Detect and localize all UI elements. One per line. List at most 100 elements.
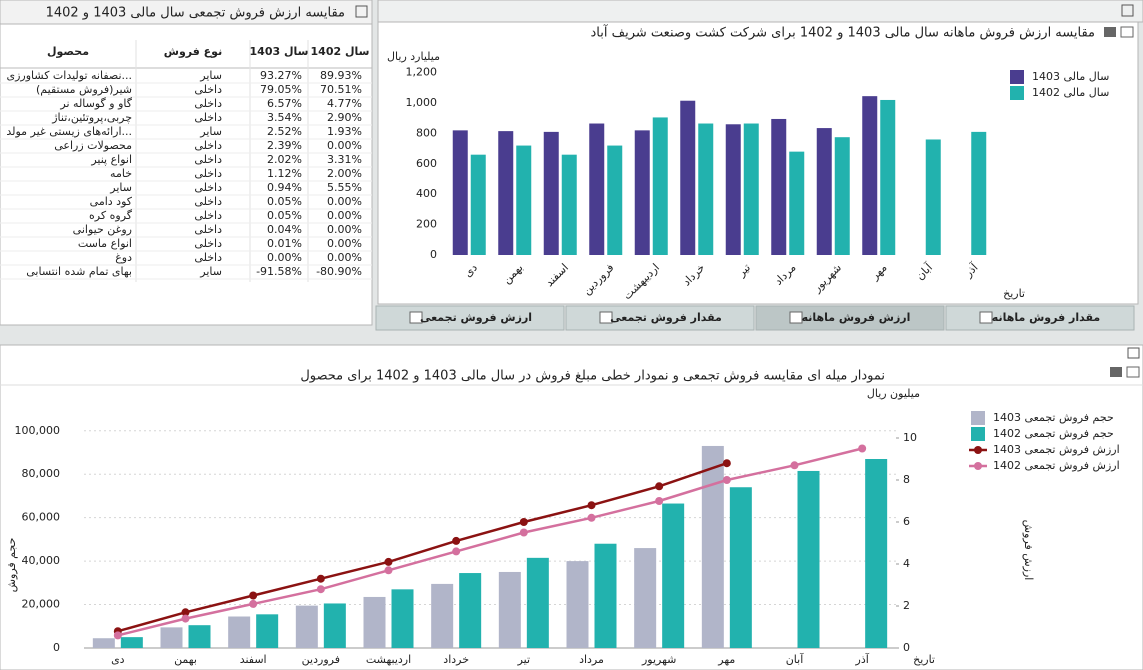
export-icon[interactable] <box>1120 26 1134 38</box>
tab[interactable] <box>945 305 1135 331</box>
y2-tick-label: 10 <box>903 431 917 444</box>
cell: 2.52% <box>267 125 302 138</box>
cell: 0.00% <box>327 209 362 222</box>
legend-label: سال مالی 1403 <box>1032 70 1109 83</box>
cell: 1.93% <box>327 125 362 138</box>
point <box>249 599 258 608</box>
x-tick-label: بهمن <box>174 653 197 666</box>
y2-tick-label: 8 <box>903 473 910 486</box>
bar <box>526 557 549 648</box>
column-header: محصول <box>47 45 89 58</box>
legend-label: سال مالی 1402 <box>1032 86 1109 99</box>
point <box>587 513 596 522</box>
cell: 0.94% <box>267 181 302 194</box>
tab[interactable] <box>565 305 755 331</box>
cell: 0.00% <box>327 195 362 208</box>
y-tick-label: 800 <box>416 126 437 139</box>
bar <box>729 487 752 648</box>
line <box>117 462 728 633</box>
x-tick-label: خرداد <box>443 653 469 666</box>
chart-title: نمودار میله ای مقایسه فروش تجمعی و نمودا… <box>300 369 885 384</box>
bar <box>816 128 832 255</box>
x-tick-label: شهریور <box>641 653 676 666</box>
point <box>113 631 122 640</box>
bar <box>566 561 589 648</box>
cell: خامه <box>110 167 132 180</box>
legend-swatch <box>971 427 985 441</box>
x-tick-label: اردیبهشت <box>366 653 411 666</box>
y2-tick-label: 2 <box>903 599 910 612</box>
bar <box>589 123 605 256</box>
tab[interactable] <box>755 305 945 331</box>
cell: 0.00% <box>327 223 362 236</box>
bar <box>680 100 696 255</box>
bar <box>725 124 741 255</box>
cell: 0.05% <box>267 209 302 222</box>
maximize-icon[interactable] <box>1121 4 1134 17</box>
cell: بهای تمام شده انتسابی <box>26 265 132 278</box>
bar <box>662 503 685 648</box>
point <box>316 585 325 594</box>
bar <box>925 139 941 255</box>
x-axis-label: تاریخ <box>913 653 935 666</box>
cell: 0.05% <box>267 195 302 208</box>
legend-swatch <box>1010 86 1024 100</box>
point <box>519 528 528 537</box>
x-tick-label: تیر <box>517 653 530 666</box>
cell: 89.93% <box>320 69 362 82</box>
bar <box>295 605 318 648</box>
cell: 3.31% <box>327 153 362 166</box>
point <box>181 608 190 617</box>
cell: 70.51% <box>320 83 362 96</box>
bar <box>543 131 559 255</box>
print-icon[interactable] <box>1110 367 1122 377</box>
cell: چربی،پروتئین،تناژ <box>51 111 132 124</box>
chart-title: مقایسه ارزش فروش ماهانه سال مالی 1403 و … <box>591 24 1095 41</box>
tab-label: ارزش فروش تجمعی <box>420 311 532 324</box>
bar <box>701 445 724 648</box>
maximize-icon[interactable] <box>1127 347 1140 359</box>
column-header: سال 1403 <box>250 45 309 58</box>
x-axis-label: تاریخ <box>1003 287 1025 300</box>
cell: 2.39% <box>267 139 302 152</box>
cell: 79.05% <box>260 83 302 96</box>
column-header: سال 1402 <box>311 45 370 58</box>
top-bar <box>377 0 1143 23</box>
bar <box>498 131 514 255</box>
bar <box>634 548 657 648</box>
cell: 93.27% <box>260 69 302 82</box>
y-tick-label: 80,000 <box>22 467 61 480</box>
maximize-icon[interactable] <box>355 5 368 18</box>
point <box>790 461 799 470</box>
point <box>452 536 461 545</box>
bar <box>594 543 617 648</box>
cell: شیر(فروش مستقیم) <box>36 83 132 96</box>
y-axis-label: حجم فروش <box>5 538 18 593</box>
cell: داخلی <box>194 111 222 124</box>
y-tick-label: 0 <box>430 248 437 261</box>
x-tick-label: مرداد <box>579 653 604 666</box>
cell: 1.12% <box>267 167 302 180</box>
bar <box>470 154 486 255</box>
bar <box>228 616 251 648</box>
export-icon[interactable] <box>1126 366 1140 378</box>
column-header: نوع فروش <box>164 45 222 58</box>
bar <box>652 117 668 255</box>
table-panel <box>0 0 373 326</box>
point <box>858 444 867 453</box>
cell: ...نصفانه تولیدات کشاورزی <box>6 69 132 82</box>
print-icon[interactable] <box>1104 27 1116 37</box>
cell: داخلی <box>194 223 222 236</box>
y2-tick-label: 4 <box>903 557 910 570</box>
y-tick-label: 60,000 <box>22 511 61 524</box>
bar <box>452 130 468 255</box>
bar <box>698 123 714 256</box>
table-title: مقایسه ارزش فروش تجمعی سال مالی 1403 و 1… <box>46 6 345 21</box>
tab[interactable] <box>375 305 565 331</box>
tab-label: مقدار فروش ماهانه <box>992 311 1100 324</box>
cell: سایر <box>109 181 132 194</box>
legend-label: حجم فروش تجمعی 1402 <box>993 427 1114 440</box>
cell: داخلی <box>194 181 222 194</box>
